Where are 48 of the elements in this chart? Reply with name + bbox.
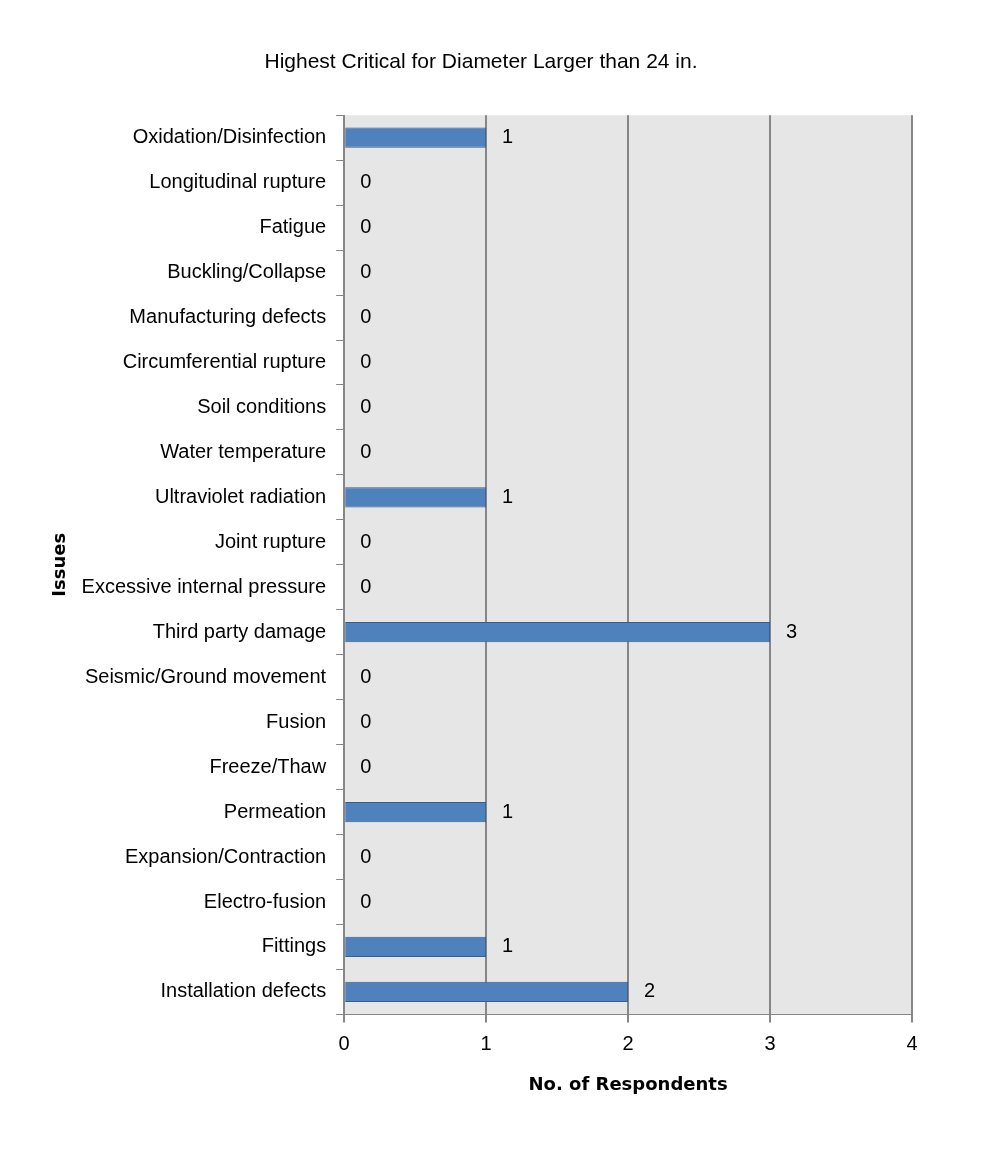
data-label: 0	[360, 709, 372, 732]
x-tick-label: 1	[480, 1031, 492, 1054]
data-label: 0	[360, 844, 372, 867]
y-tick-label: Excessive internal pressure	[81, 574, 327, 597]
x-tick-label: 0	[338, 1031, 350, 1054]
y-tick-label: Joint rupture	[214, 529, 327, 552]
chart-title: Highest Critical for Diameter Larger than 24 in.	[264, 49, 698, 73]
y-tick-label: Water temperature	[160, 439, 327, 462]
x-tick-label: 3	[764, 1031, 776, 1054]
x-tick-label: 4	[906, 1031, 918, 1054]
y-tick-label: Expansion/Contraction	[124, 844, 327, 867]
data-label: 0	[360, 574, 372, 597]
data-label: 0	[360, 305, 372, 328]
y-tick-label: Fittings	[261, 934, 327, 957]
y-tick-label: Ultraviolet radiation	[154, 484, 327, 507]
data-label: 1	[502, 934, 514, 957]
y-tick-label: Fusion	[266, 709, 327, 732]
data-label: 0	[360, 664, 372, 687]
data-label: 0	[360, 394, 372, 417]
y-tick-label: Fatigue	[259, 215, 327, 238]
data-label: 0	[360, 754, 372, 777]
data-label: 0	[360, 889, 372, 912]
y-tick-label: Seismic/Ground movement	[84, 664, 327, 687]
y-tick-label: Permeation	[223, 799, 327, 822]
data-label: 1	[502, 799, 514, 822]
x-tick-label: 2	[622, 1031, 634, 1054]
y-tick-label: Installation defects	[160, 979, 327, 1002]
y-tick-label: Oxidation/Disinfection	[132, 125, 327, 148]
x-axis-title: No. of Respondents	[528, 1072, 728, 1094]
y-axis-title: Issues	[48, 532, 70, 597]
data-label: 0	[360, 215, 372, 238]
y-tick-label: Longitudinal rupture	[149, 170, 327, 193]
data-label: 0	[360, 350, 372, 372]
data-label: 1	[502, 125, 514, 148]
y-tick-label: Manufacturing defects	[129, 305, 327, 328]
y-tick-label: Electro-fusion	[203, 889, 327, 912]
data-label: 0	[360, 529, 372, 552]
data-label: 2	[644, 979, 656, 1002]
data-label: 0	[360, 439, 372, 462]
y-tick-label: Buckling/Collapse	[167, 260, 327, 283]
data-label: 0	[360, 170, 372, 193]
data-label: 0	[360, 260, 372, 283]
y-tick-label: Third party damage	[152, 619, 327, 642]
y-tick-label: Soil conditions	[197, 394, 327, 417]
data-label: 3	[786, 619, 798, 642]
y-tick-label: Freeze/Thaw	[209, 754, 327, 777]
y-tick-label: Circumferential rupture	[122, 350, 327, 372]
data-label: 1	[502, 484, 514, 507]
